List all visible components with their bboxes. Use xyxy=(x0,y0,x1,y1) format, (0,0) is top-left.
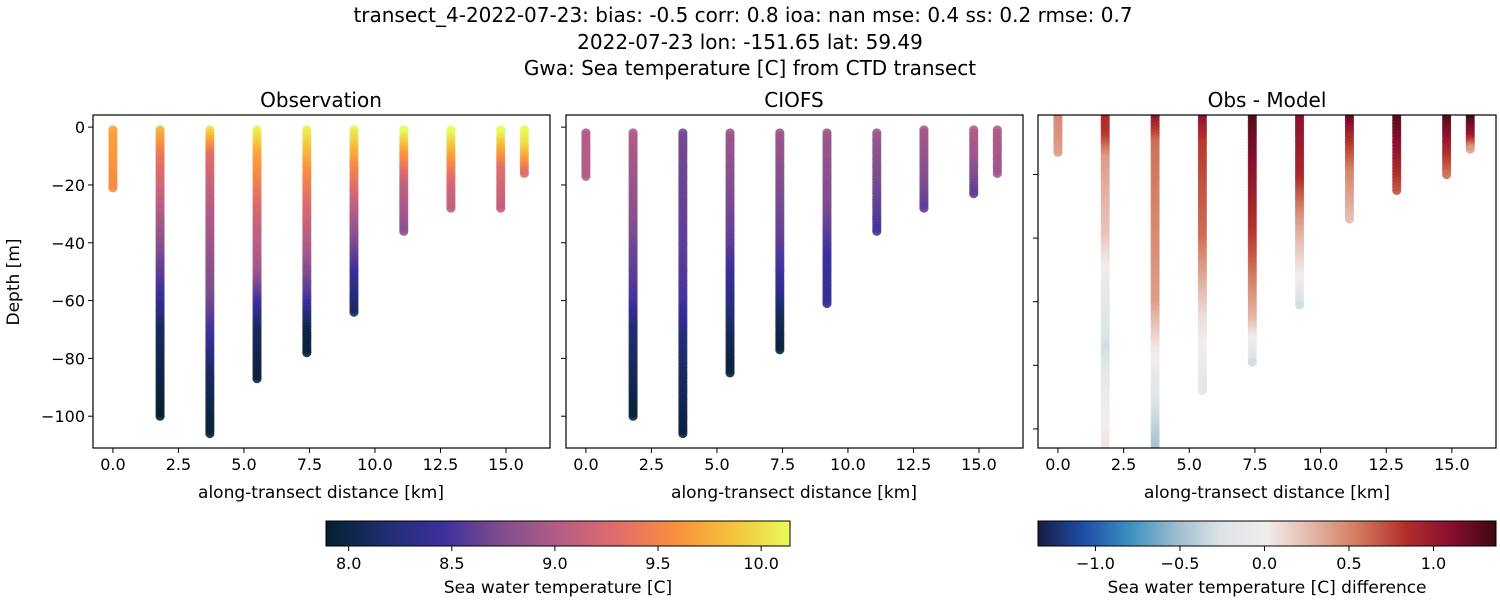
cast-0-point xyxy=(581,171,591,181)
x-tick-label: 0.0 xyxy=(1045,455,1070,474)
x-tick-label: 5.0 xyxy=(704,455,729,474)
y-tick-label: −20 xyxy=(51,176,85,195)
axes-frame xyxy=(565,114,1024,449)
cast-2-point xyxy=(1150,443,1160,448)
cast-6-point xyxy=(872,226,882,236)
x-axis-label-ciofs: along-transect distance [km] xyxy=(671,483,917,503)
y-tick-label: 0 xyxy=(75,118,85,137)
cast-5-point xyxy=(822,298,832,309)
x-tick-label: 12.5 xyxy=(423,455,459,474)
colorbar-bar xyxy=(325,520,791,547)
axes-frame xyxy=(92,114,551,449)
cast-4-point xyxy=(775,345,785,355)
y-tick-label: −40 xyxy=(51,234,85,253)
panel-0: 0.0 2.5 5.0 7.5 10.0 12.5 15.0 0 −20 −40 −60 −80 −10… xyxy=(41,114,551,474)
x-tick-label: 15.0 xyxy=(488,455,524,474)
cast-6-point xyxy=(399,226,409,236)
cast-3-point xyxy=(1197,386,1207,396)
x-tick-label: 2.5 xyxy=(1111,455,1136,474)
colorbar-tick-label: −0.5 xyxy=(1161,554,1200,573)
title-line-2: 2022-07-23 lon: -151.65 lat: 59.49 xyxy=(577,30,923,54)
colorbar-tick-label: 8.0 xyxy=(336,554,361,573)
colorbar-tick-label: 9.0 xyxy=(542,554,567,573)
y-tick-label: −60 xyxy=(51,292,85,311)
panel-title-ciofs: CIOFS xyxy=(764,88,823,112)
x-tick-label: 7.5 xyxy=(770,455,795,474)
title-line-3: Gwa: Sea temperature [C] from CTD transe… xyxy=(524,56,976,80)
x-tick-label: 0.0 xyxy=(100,455,125,474)
colorbar-tick-label: 0.0 xyxy=(1252,554,1277,573)
cast-1-point xyxy=(1100,440,1110,448)
x-tick-label: 12.5 xyxy=(896,455,932,474)
colorbar-tick-label: 10.0 xyxy=(743,554,779,573)
x-tick-label: 15.0 xyxy=(961,455,997,474)
cast-9-point xyxy=(519,168,529,178)
axes-frame xyxy=(1037,114,1497,449)
cast-2-point xyxy=(678,428,688,439)
data-points xyxy=(581,125,1002,439)
colorbar-tick-label: 9.5 xyxy=(645,554,670,573)
colorbar-tick-label: 0.5 xyxy=(1336,554,1361,573)
x-tick-label: 7.5 xyxy=(1242,455,1267,474)
cast-2-point xyxy=(205,428,215,439)
y-axis-label: Depth [m] xyxy=(4,238,24,325)
x-tick-label: 15.0 xyxy=(1434,455,1470,474)
x-tick-label: 10.0 xyxy=(357,455,393,474)
cast-8-point xyxy=(496,203,506,213)
cast-0-point xyxy=(1053,147,1063,157)
cast-6-point xyxy=(1344,214,1355,224)
colorbar-label-temperature: Sea water temperature [C] xyxy=(444,578,672,598)
x-axis-label-diff: along-transect distance [km] xyxy=(1144,483,1390,503)
x-tick-label: 7.5 xyxy=(297,455,322,474)
cast-8-point xyxy=(969,189,979,199)
x-tick-label: 12.5 xyxy=(1368,455,1404,474)
colorbar-1: −1.0 −0.5 0.0 0.5 1.0 xyxy=(1037,520,1497,573)
cast-3-point xyxy=(252,374,262,384)
colorbar-label-difference: Sea water temperature [C] difference xyxy=(1107,578,1426,598)
cast-8-point xyxy=(1442,169,1452,180)
cast-1-point xyxy=(155,411,165,421)
colorbar-tick-label: 1.0 xyxy=(1421,554,1446,573)
cast-5-point xyxy=(349,307,359,317)
panel-title-diff: Obs - Model xyxy=(1208,88,1327,112)
x-axis-label-observation: along-transect distance [km] xyxy=(198,483,444,503)
data-points xyxy=(1053,115,1475,448)
x-tick-label: 10.0 xyxy=(830,455,866,474)
cast-7-point xyxy=(1392,185,1402,195)
cast-0-point xyxy=(108,183,118,193)
cast-4-point xyxy=(1247,357,1257,367)
x-tick-label: 2.5 xyxy=(639,455,664,474)
panel-1: 0.0 2.5 5.0 7.5 10.0 12.5 15.0 xyxy=(561,114,1024,474)
colorbar-tick-label: −1.0 xyxy=(1076,554,1115,573)
cast-9-point xyxy=(992,168,1002,178)
data-points xyxy=(108,125,529,439)
x-tick-label: 5.0 xyxy=(231,455,256,474)
x-tick-label: 5.0 xyxy=(1177,455,1202,474)
cast-7-point xyxy=(446,203,456,213)
colorbar-bar xyxy=(1037,520,1497,547)
panel-2: 0.0 2.5 5.0 7.5 10.0 12.5 15.0 xyxy=(1033,114,1497,474)
cast-4-point xyxy=(302,348,312,358)
x-tick-label: 0.0 xyxy=(573,455,598,474)
y-tick-label: −100 xyxy=(41,407,85,426)
cast-3-point xyxy=(725,368,735,378)
cast-7-point xyxy=(919,203,929,213)
cast-1-point xyxy=(628,411,638,421)
cast-9-point xyxy=(1465,144,1475,154)
panel-title-observation: Observation xyxy=(260,88,382,112)
title-line-1: transect_4-2022-07-23: bias: -0.5 corr: … xyxy=(353,3,1132,27)
y-tick-label: −80 xyxy=(51,349,85,368)
cast-5-point xyxy=(1294,300,1305,310)
x-tick-label: 10.0 xyxy=(1303,455,1339,474)
colorbar-tick-label: 8.5 xyxy=(439,554,464,573)
x-tick-label: 2.5 xyxy=(166,455,191,474)
colorbar-0: 8.0 8.5 9.0 9.5 10.0 xyxy=(325,520,791,573)
